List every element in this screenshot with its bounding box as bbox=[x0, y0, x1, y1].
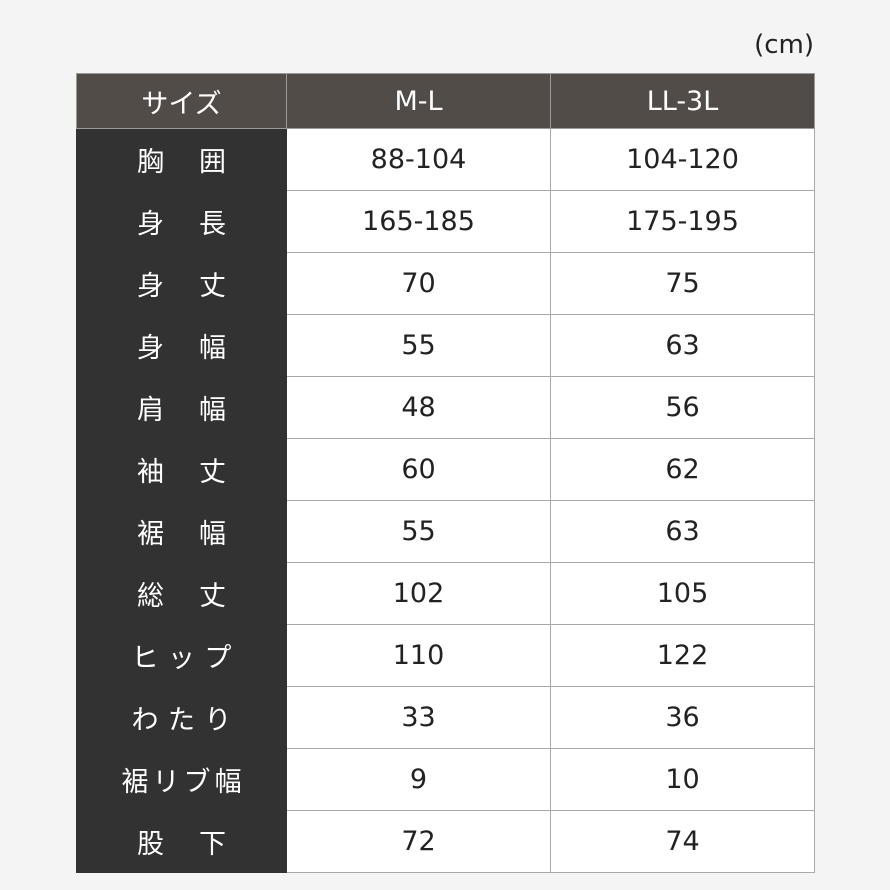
cell: 62 bbox=[550, 438, 815, 501]
table-row: 身長 165-185 175-195 bbox=[76, 190, 815, 253]
cell: 63 bbox=[550, 500, 815, 563]
cell: 72 bbox=[286, 810, 551, 873]
cell: 105 bbox=[550, 562, 815, 625]
row-label: 肩幅 bbox=[76, 376, 287, 439]
row-label: 股下 bbox=[76, 810, 287, 873]
row-label: 裾リブ幅 bbox=[76, 748, 287, 811]
cell: 56 bbox=[550, 376, 815, 439]
cell: 33 bbox=[286, 686, 551, 749]
header-cell: LL-3L bbox=[550, 73, 815, 129]
header-row: サイズ M-L LL-3L bbox=[76, 73, 815, 129]
cell: 74 bbox=[550, 810, 815, 873]
table-row: 股下 72 74 bbox=[76, 810, 815, 873]
row-label: わたり bbox=[76, 686, 287, 749]
cell: 102 bbox=[286, 562, 551, 625]
cell: 70 bbox=[286, 252, 551, 315]
table-body: 胸囲 88-104 104-120 身長 165-185 175-195 身丈 70 75 身幅 5… bbox=[76, 128, 815, 873]
cell: 175-195 bbox=[550, 190, 815, 253]
row-label: ヒップ bbox=[76, 624, 287, 687]
cell: 10 bbox=[550, 748, 815, 811]
cell: 88-104 bbox=[286, 128, 551, 191]
size-table: サイズ M-L LL-3L 胸囲 88-104 104-120 身長 165-185 175-… bbox=[76, 73, 815, 873]
cell: 48 bbox=[286, 376, 551, 439]
row-label: 胸囲 bbox=[76, 128, 287, 191]
cell: 110 bbox=[286, 624, 551, 687]
cell: 55 bbox=[286, 314, 551, 377]
table-row: 肩幅 48 56 bbox=[76, 376, 815, 439]
table-row: 袖丈 60 62 bbox=[76, 438, 815, 501]
row-label: 身丈 bbox=[76, 252, 287, 315]
row-label: 袖丈 bbox=[76, 438, 287, 501]
cell: 36 bbox=[550, 686, 815, 749]
cell: 75 bbox=[550, 252, 815, 315]
cell: 60 bbox=[286, 438, 551, 501]
row-label: 総丈 bbox=[76, 562, 287, 625]
table-row: ヒップ 110 122 bbox=[76, 624, 815, 687]
unit-label: (cm) bbox=[754, 30, 814, 60]
row-label: 身幅 bbox=[76, 314, 287, 377]
table-row: 裾リブ幅 9 10 bbox=[76, 748, 815, 811]
table-row: わたり 33 36 bbox=[76, 686, 815, 749]
table-row: 胸囲 88-104 104-120 bbox=[76, 128, 815, 191]
cell: 104-120 bbox=[550, 128, 815, 191]
cell: 122 bbox=[550, 624, 815, 687]
row-label: 身長 bbox=[76, 190, 287, 253]
cell: 55 bbox=[286, 500, 551, 563]
table-row: 裾幅 55 63 bbox=[76, 500, 815, 563]
table-row: 身幅 55 63 bbox=[76, 314, 815, 377]
header-cell: サイズ bbox=[76, 73, 287, 129]
header-cell: M-L bbox=[286, 73, 551, 129]
cell: 63 bbox=[550, 314, 815, 377]
table-row: 身丈 70 75 bbox=[76, 252, 815, 315]
row-label: 裾幅 bbox=[76, 500, 287, 563]
cell: 165-185 bbox=[286, 190, 551, 253]
table-row: 総丈 102 105 bbox=[76, 562, 815, 625]
cell: 9 bbox=[286, 748, 551, 811]
